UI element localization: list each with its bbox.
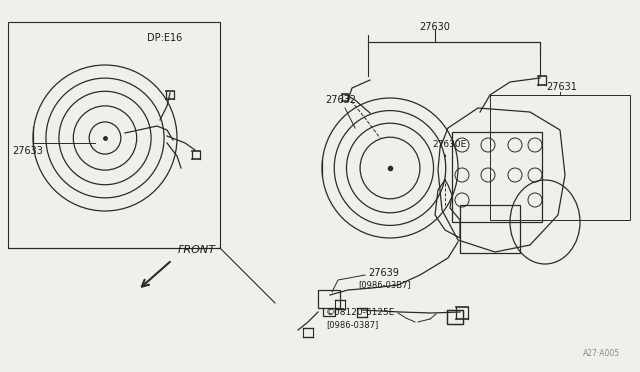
Text: ©08120-6125E: ©08120-6125E [326, 308, 396, 317]
Text: 27632: 27632 [325, 95, 356, 105]
Text: A27‧A005: A27‧A005 [583, 349, 620, 358]
Text: FRONT: FRONT [178, 245, 216, 255]
Bar [490, 95, 630, 220]
Text: [0986-03B7]: [0986-03B7] [358, 280, 411, 289]
Text: [0986-0387]: [0986-0387] [326, 320, 378, 329]
Bar [460, 205, 520, 253]
Text: 27630E: 27630E [432, 140, 467, 149]
Text: 27630: 27630 [420, 22, 451, 32]
Text: DP:E16: DP:E16 [147, 33, 182, 43]
Text: 27633: 27633 [12, 146, 43, 156]
Text: 27639: 27639 [368, 268, 399, 278]
Bar [452, 132, 542, 222]
Bar [8, 22, 220, 248]
Text: 27631: 27631 [546, 82, 577, 92]
